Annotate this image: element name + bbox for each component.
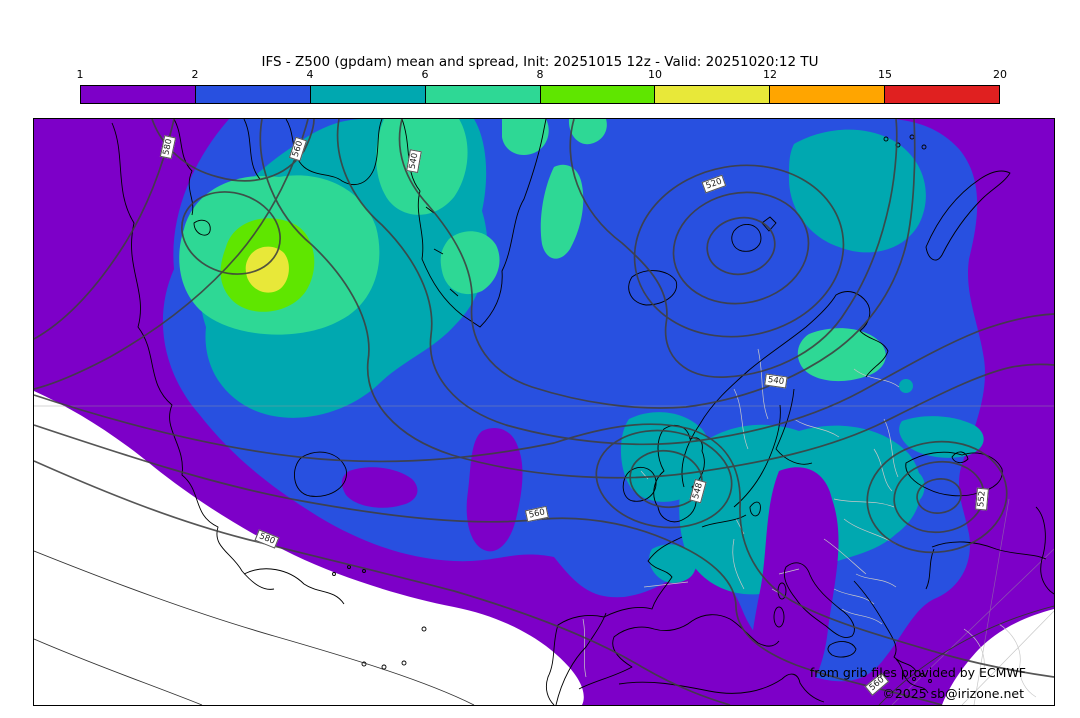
graticule — [34, 405, 1054, 705]
colorbar — [80, 85, 1000, 104]
colorbar-ticks: 1 2 4 6 8 10 12 15 20 — [76, 68, 1008, 82]
map-panel: 580 560 540 520 540 548 552 560 580 560 from grib… — [33, 118, 1055, 706]
spread-region-10-12 — [245, 246, 289, 293]
colorbar-tick: 12 — [763, 68, 777, 81]
colorbar-segment-8-10 — [540, 86, 656, 103]
chart-title: IFS - Z500 (gpdam) mean and spread, Init… — [261, 54, 819, 70]
colorbar-tick: 8 — [536, 68, 544, 81]
outer-contours — [34, 550, 1054, 705]
colorbar-tick: 4 — [306, 68, 314, 81]
colorbar-tick: 10 — [648, 68, 662, 81]
colorbar-tick: 6 — [421, 68, 429, 81]
colorbar-segment-15-20 — [885, 86, 999, 103]
colorbar-segment-6-8 — [425, 86, 541, 103]
colorbar-segment-10-12 — [655, 86, 771, 103]
attribution-copyright: ©2025 sb@irizone.net — [882, 686, 1024, 701]
colorbar-segment-1-2 — [81, 86, 196, 103]
colorbar-tick: 15 — [878, 68, 892, 81]
colorbar-segment-12-15 — [770, 86, 886, 103]
colorbar-segment-4-6 — [310, 86, 426, 103]
attribution-source: from grib files provided by ECMWF — [809, 665, 1026, 680]
colorbar-tick: 2 — [191, 68, 199, 81]
colorbar-segment-2-4 — [195, 86, 311, 103]
colorbar-tick: 1 — [76, 68, 84, 81]
colorbar-tick: 20 — [993, 68, 1007, 81]
map-canvas — [34, 119, 1054, 705]
spread-overlays-1-2 — [341, 427, 839, 705]
